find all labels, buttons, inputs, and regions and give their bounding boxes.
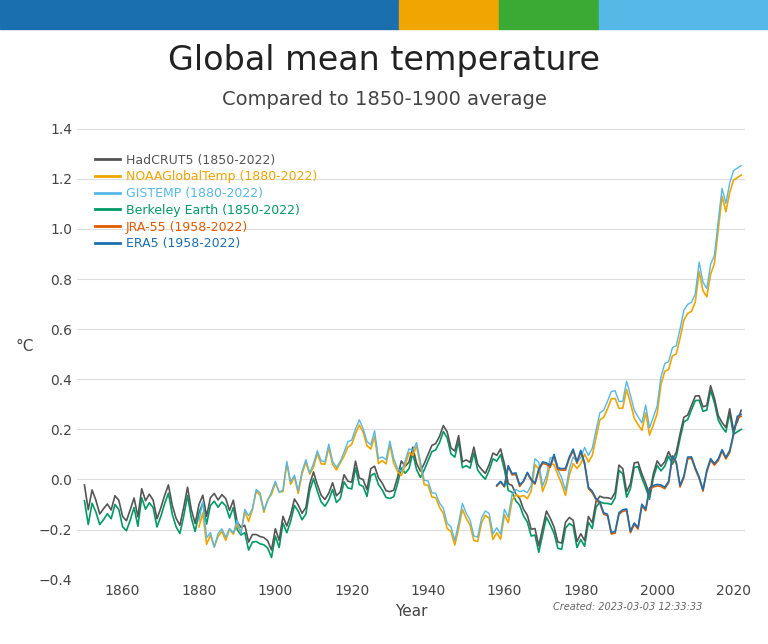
Text: Global mean temperature: Global mean temperature: [168, 44, 600, 77]
Bar: [499, 0, 599, 29]
Y-axis label: °C: °C: [15, 339, 34, 354]
Bar: [599, 0, 768, 29]
Text: Compared to 1850-1900 average: Compared to 1850-1900 average: [221, 90, 547, 109]
Text: Created: 2023-03-03 12:33:33: Created: 2023-03-03 12:33:33: [553, 602, 702, 612]
Bar: [0, 0, 399, 29]
Bar: [399, 0, 499, 29]
Legend: HadCRUT5 (1850-2022), NOAAGlobalTemp (1880-2022), GISTEMP (1880-2022), Berkeley : HadCRUT5 (1850-2022), NOAAGlobalTemp (18…: [90, 149, 323, 255]
X-axis label: Year: Year: [395, 604, 427, 619]
